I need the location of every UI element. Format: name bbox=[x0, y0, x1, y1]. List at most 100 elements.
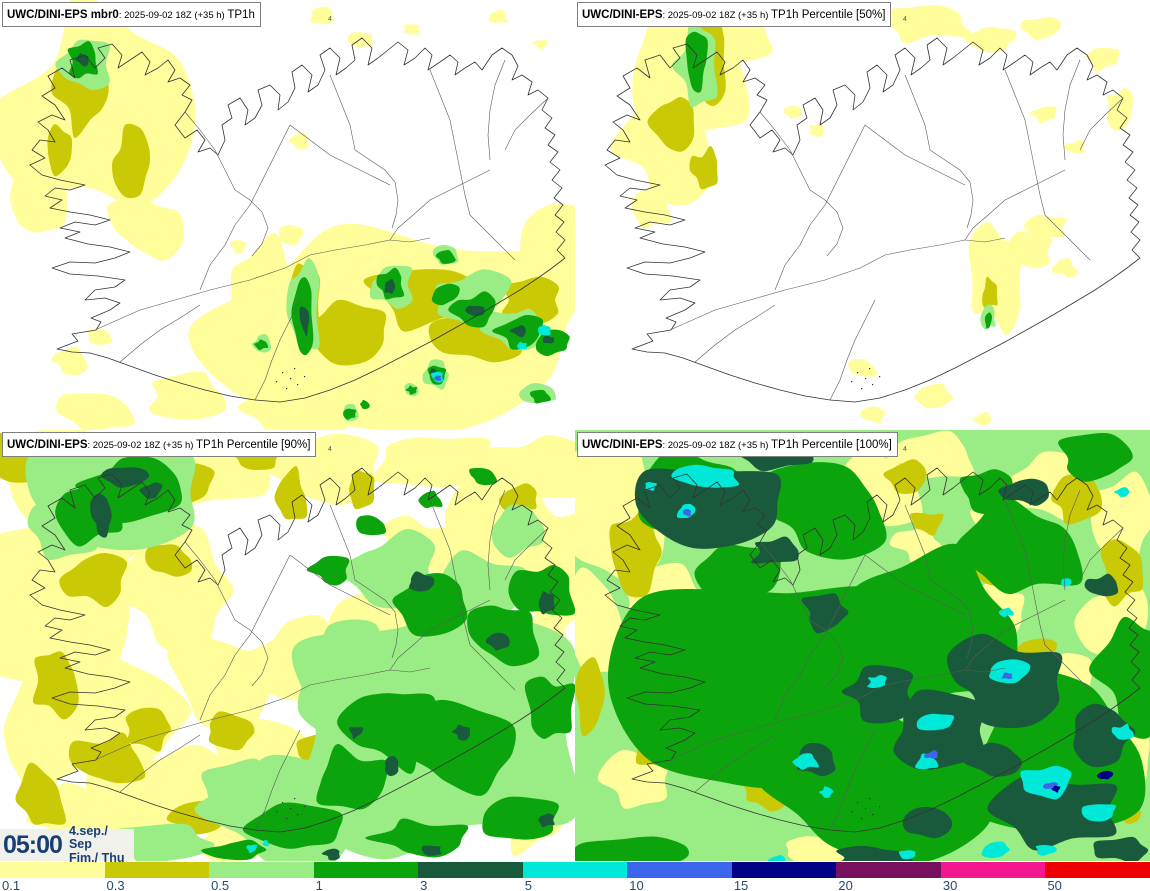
precip-contour-patch bbox=[767, 855, 786, 861]
boundary-line bbox=[469, 214, 516, 261]
precip-contour-patch bbox=[404, 24, 420, 35]
valid-time: 05:00 bbox=[3, 830, 63, 859]
precip-contour-patch bbox=[1085, 47, 1120, 73]
precip-contour-patch bbox=[112, 123, 150, 199]
precip-contour-patch bbox=[498, 483, 537, 514]
precip-contour-patch bbox=[254, 339, 269, 351]
precip-contour-patch bbox=[489, 9, 508, 24]
precip-contour-patch bbox=[509, 324, 526, 338]
precip-contour-patch bbox=[372, 437, 491, 488]
map-marker: 4 bbox=[903, 446, 907, 453]
precip-contour-patch bbox=[491, 504, 545, 558]
precip-contour-patch bbox=[365, 818, 469, 858]
precip-contour-patch bbox=[237, 380, 353, 430]
boundary-line bbox=[774, 554, 866, 721]
map-marker: 4 bbox=[328, 16, 332, 23]
colorbar-tick-label: 15 bbox=[733, 878, 749, 891]
map-marker: 4 bbox=[903, 16, 907, 23]
precip-contour-patch bbox=[998, 607, 1014, 618]
precip-contour-patch bbox=[435, 249, 456, 264]
valid-date: 4.sep./ Sep bbox=[68, 823, 108, 852]
boundary-line bbox=[199, 124, 291, 291]
boundary-line bbox=[354, 579, 399, 659]
precip-contour-patch bbox=[1020, 16, 1061, 40]
panel-title: UWC/DINI-EPS: 2025-09-02 18Z (+35 h) TP1… bbox=[577, 2, 892, 28]
boundary-line bbox=[809, 619, 844, 687]
colorbar-tick-label: 50 bbox=[1047, 878, 1062, 891]
precip-contour-patch bbox=[1029, 106, 1057, 124]
precip-contour-patch bbox=[575, 836, 689, 861]
boundary-line bbox=[1004, 69, 1046, 216]
precip-contour-patch bbox=[689, 145, 718, 190]
colorbar-tick-label: 30 bbox=[942, 878, 958, 891]
boundary-line bbox=[329, 504, 356, 581]
terrain-dot bbox=[857, 372, 859, 374]
terrain-dot bbox=[865, 378, 867, 380]
precip-contour-patch bbox=[349, 470, 375, 510]
precip-contour-patch bbox=[501, 276, 559, 324]
terrain-dot bbox=[276, 381, 278, 383]
boundary-line bbox=[487, 59, 506, 161]
precip-contour-patch bbox=[751, 536, 799, 564]
terrain-dot bbox=[879, 376, 881, 378]
boundary-line bbox=[1044, 214, 1091, 261]
precip-contour-patch bbox=[808, 122, 824, 138]
boundary-line bbox=[809, 189, 844, 257]
iceland-coastline bbox=[604, 467, 1141, 833]
terrain-dot bbox=[304, 806, 306, 808]
terrain-dot bbox=[857, 802, 859, 804]
precip-contour-patch bbox=[465, 305, 485, 317]
precip-contour-patch bbox=[916, 713, 955, 731]
precip-contour-patch bbox=[914, 383, 954, 409]
precip-contour-patch bbox=[998, 478, 1049, 506]
colorbar-segment bbox=[104, 862, 210, 878]
boundary-line bbox=[759, 541, 811, 621]
precip-contour-patch bbox=[924, 750, 938, 759]
boundary-line bbox=[94, 667, 431, 761]
precip-contour-patch bbox=[1113, 487, 1130, 497]
boundary-line bbox=[184, 111, 236, 191]
precip-contour-patch bbox=[451, 724, 470, 741]
colorbar-segment bbox=[731, 862, 837, 878]
boundary-line bbox=[904, 504, 931, 581]
precip-contour-patch bbox=[898, 850, 916, 860]
precip-contour-patch bbox=[529, 389, 551, 404]
precip-contour-patch bbox=[959, 469, 1013, 515]
precip-contour-patch bbox=[306, 555, 350, 586]
precip-contour-patch bbox=[1061, 578, 1072, 587]
precip-contour-patch bbox=[360, 399, 370, 410]
boundary-line bbox=[1062, 59, 1081, 161]
terrain-dot bbox=[297, 384, 299, 386]
precip-contour-patch bbox=[685, 31, 708, 93]
map-canvas bbox=[604, 4, 1141, 426]
precip-contour-patch bbox=[517, 341, 527, 350]
precip-contour-patch bbox=[982, 276, 998, 310]
colorbar-tick-label: 3 bbox=[420, 878, 428, 891]
precip-contour-patch bbox=[818, 786, 834, 798]
colorbar-segment bbox=[209, 862, 315, 878]
boundary-line bbox=[829, 299, 876, 401]
precip-contour-patch bbox=[242, 802, 343, 849]
colorbar-segment bbox=[313, 862, 419, 878]
terrain-dot bbox=[297, 814, 299, 816]
run-info: : 2025-09-02 18Z (+35 h) bbox=[662, 440, 772, 451]
terrain-dot bbox=[865, 808, 867, 810]
precip-contour-patch bbox=[246, 844, 258, 854]
precip-contour-patch bbox=[910, 512, 944, 536]
colorbar-segment bbox=[627, 862, 733, 878]
panel-percentile-90: UWC/DINI-EPS: 2025-09-02 18Z (+35 h) TP1… bbox=[0, 430, 575, 861]
precip-contour-patch bbox=[886, 430, 975, 478]
boundary-line bbox=[1062, 489, 1081, 591]
boundary-line bbox=[694, 304, 776, 363]
precip-contour-patch bbox=[201, 758, 276, 822]
terrain-dot bbox=[282, 372, 284, 374]
precip-contour-patch bbox=[1007, 231, 1053, 269]
precip-contour-patch bbox=[90, 493, 112, 538]
precip-contour-patch bbox=[230, 240, 247, 255]
precip-contour-patch bbox=[981, 841, 1010, 859]
precip-contour-patch bbox=[51, 346, 88, 376]
model-name: UWC/DINI-EPS bbox=[582, 439, 663, 451]
terrain-dot bbox=[290, 808, 292, 810]
boundary-line bbox=[669, 237, 1006, 331]
